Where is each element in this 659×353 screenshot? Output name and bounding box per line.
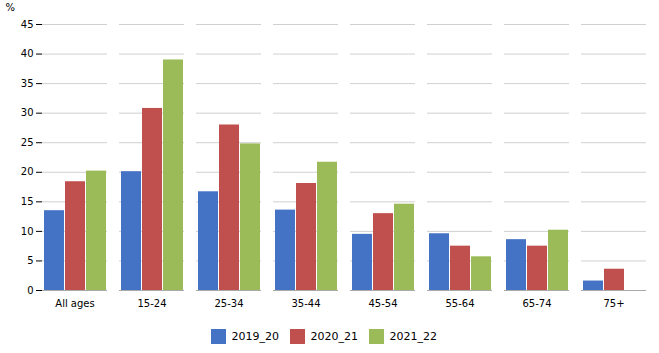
svg-text:40: 40 bbox=[21, 48, 34, 59]
svg-text:0: 0 bbox=[27, 285, 33, 296]
svg-text:45: 45 bbox=[21, 19, 34, 30]
html-text:2021_22: 2021_22 bbox=[389, 330, 437, 343]
svg-text:45-54: 45-54 bbox=[368, 298, 397, 309]
svg-text:30: 30 bbox=[21, 107, 34, 118]
svg-text:25: 25 bbox=[21, 137, 34, 148]
svg-text:10: 10 bbox=[21, 226, 34, 237]
html-text:2019_20: 2019_20 bbox=[231, 330, 279, 343]
svg-text:25-34: 25-34 bbox=[214, 298, 243, 309]
svg-text:65-74: 65-74 bbox=[522, 298, 551, 309]
svg-text:15: 15 bbox=[21, 196, 34, 207]
svg-text:55-64: 55-64 bbox=[445, 298, 474, 309]
svg-text:20: 20 bbox=[21, 166, 34, 177]
svg-text:%: % bbox=[6, 2, 16, 13]
svg-text:5: 5 bbox=[27, 255, 33, 266]
svg-text:35: 35 bbox=[21, 78, 34, 89]
html-text:2020_21: 2020_21 bbox=[310, 330, 358, 343]
svg-text:35-44: 35-44 bbox=[291, 298, 320, 309]
svg-text:75+: 75+ bbox=[603, 298, 624, 309]
svg-text:All ages: All ages bbox=[55, 298, 94, 309]
svg-text:15-24: 15-24 bbox=[137, 298, 166, 309]
